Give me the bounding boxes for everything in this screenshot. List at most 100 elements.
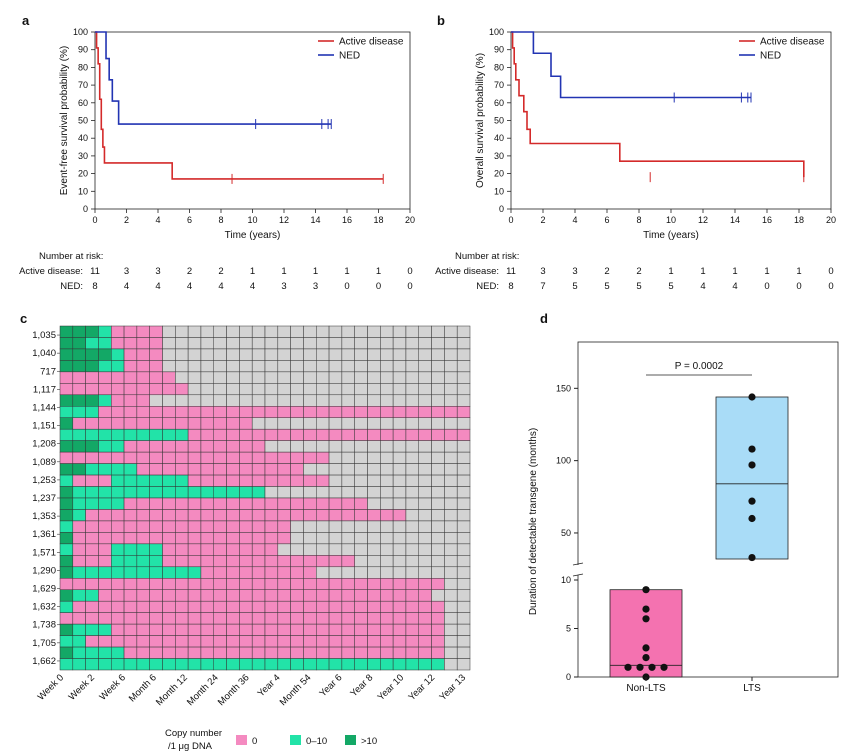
heat-cell bbox=[59, 463, 74, 476]
heat-cell bbox=[341, 428, 355, 441]
heat-cell bbox=[149, 646, 163, 659]
heat-cell bbox=[251, 520, 266, 533]
heat-cell bbox=[328, 589, 343, 602]
heat-cell bbox=[187, 337, 202, 350]
heat-cell bbox=[316, 578, 330, 590]
heat-cell bbox=[111, 646, 125, 659]
heat-cell bbox=[290, 371, 304, 384]
heat-cell bbox=[239, 440, 253, 453]
risk-value: 11 bbox=[506, 266, 516, 277]
heat-cell bbox=[226, 440, 240, 453]
heat-cell bbox=[239, 417, 253, 430]
heat-cell bbox=[136, 497, 150, 510]
heat-cell bbox=[111, 589, 125, 602]
y-tick-label: 10 bbox=[561, 575, 571, 585]
heat-cell bbox=[200, 337, 214, 350]
heat-cell bbox=[85, 428, 99, 441]
heat-cell bbox=[392, 337, 407, 350]
heat-cell bbox=[72, 532, 86, 545]
y-tick-label: 80 bbox=[494, 62, 504, 72]
heat-cell bbox=[98, 348, 112, 361]
heat-cell bbox=[405, 463, 419, 476]
heat-cell bbox=[456, 325, 471, 338]
heat-cell bbox=[341, 440, 355, 453]
heat-cell bbox=[354, 555, 368, 568]
heat-cell bbox=[431, 348, 445, 361]
heat-cell bbox=[277, 337, 291, 350]
heat-cell bbox=[98, 406, 112, 418]
heat-cell bbox=[405, 509, 419, 522]
heat-cell bbox=[290, 348, 304, 361]
heat-cell bbox=[111, 371, 125, 384]
heat-cell bbox=[444, 497, 458, 510]
heat-cell bbox=[111, 532, 125, 545]
heat-cell bbox=[239, 520, 253, 533]
heat-cell bbox=[341, 394, 355, 407]
heat-cell bbox=[85, 394, 99, 407]
heat-cell bbox=[251, 497, 266, 510]
heat-legend-swatch bbox=[290, 735, 301, 745]
heat-cell bbox=[98, 497, 112, 510]
heat-cell bbox=[59, 566, 74, 579]
heat-cell bbox=[187, 348, 202, 361]
heat-cell bbox=[418, 451, 432, 464]
y-tick-label: 90 bbox=[494, 45, 504, 55]
heat-cell bbox=[239, 612, 253, 625]
heat-cell bbox=[162, 406, 176, 418]
heat-cell bbox=[431, 383, 445, 396]
heat-cell bbox=[239, 451, 253, 464]
heat-cell bbox=[328, 497, 343, 510]
heat-cell bbox=[354, 600, 368, 613]
heat-row-label: 1,705 bbox=[32, 638, 56, 649]
heat-cell bbox=[162, 578, 176, 590]
heat-cell bbox=[98, 543, 112, 556]
heat-cell bbox=[264, 325, 279, 338]
heat-cell bbox=[316, 646, 330, 659]
heat-cell bbox=[367, 566, 381, 579]
heat-cell bbox=[418, 417, 432, 430]
heat-cell bbox=[316, 612, 330, 625]
heat-cell bbox=[136, 589, 150, 602]
heat-cell bbox=[277, 371, 291, 384]
heat-cell bbox=[380, 394, 394, 407]
heat-cell bbox=[354, 497, 368, 510]
heat-cell bbox=[380, 532, 394, 545]
heat-cell bbox=[200, 497, 214, 510]
heat-cell bbox=[418, 532, 432, 545]
heat-cell bbox=[72, 360, 86, 373]
heat-cell bbox=[123, 646, 138, 659]
heat-cell bbox=[367, 555, 381, 568]
x-tick-label: 10 bbox=[666, 215, 676, 225]
heat-cell bbox=[328, 451, 343, 464]
heat-cell bbox=[149, 463, 163, 476]
heat-cell bbox=[123, 635, 138, 648]
heat-col-label: Week 6 bbox=[98, 672, 128, 702]
heat-cell bbox=[59, 474, 74, 487]
heat-cell bbox=[136, 520, 150, 533]
risk-value: 3 bbox=[281, 281, 286, 292]
y-tick-label: 150 bbox=[556, 383, 571, 393]
heat-row-label: 1,117 bbox=[33, 384, 56, 395]
heat-cell bbox=[187, 555, 202, 568]
heat-cell bbox=[328, 371, 343, 384]
heat-cell bbox=[149, 383, 163, 396]
heat-cell bbox=[226, 383, 240, 396]
heat-cell bbox=[367, 600, 381, 613]
heat-cell bbox=[226, 509, 240, 522]
heat-cell bbox=[111, 566, 125, 579]
heat-cell bbox=[341, 543, 355, 556]
heat-cell bbox=[316, 406, 330, 418]
heat-cell bbox=[354, 440, 368, 453]
heat-cell bbox=[303, 371, 317, 384]
heat-cell bbox=[341, 555, 355, 568]
heat-cell bbox=[239, 578, 253, 590]
risk-value: 4 bbox=[124, 281, 129, 292]
y-tick-label: 0 bbox=[83, 204, 88, 214]
heat-cell bbox=[111, 520, 125, 533]
heat-cell bbox=[328, 337, 343, 350]
heat-cell bbox=[392, 635, 407, 648]
heat-cell bbox=[251, 555, 266, 568]
plot-frame bbox=[510, 31, 832, 210]
heat-cell bbox=[456, 486, 471, 499]
heat-cell bbox=[213, 635, 227, 648]
